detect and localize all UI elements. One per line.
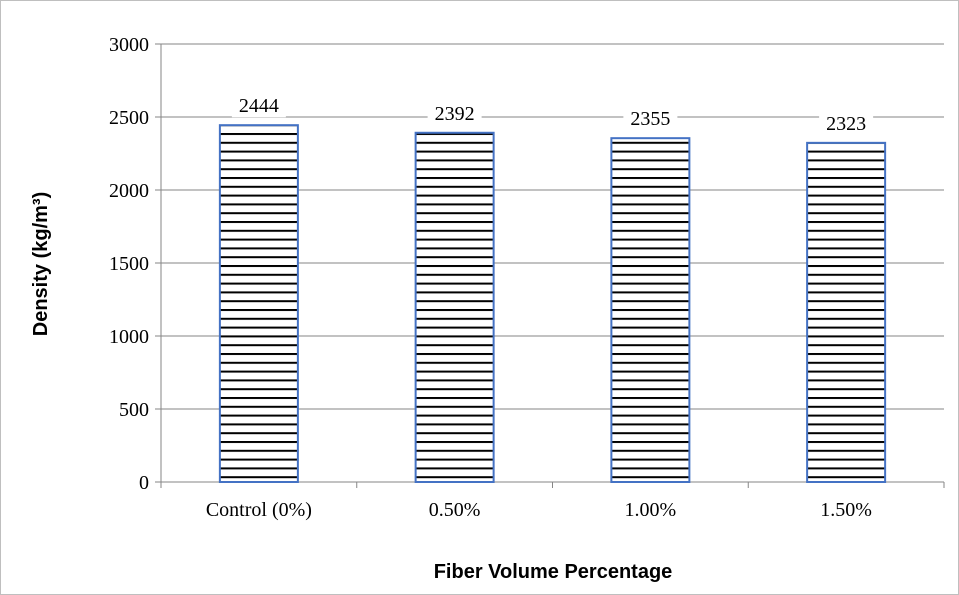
bars <box>218 124 887 484</box>
y-tick-label: 2000 <box>109 180 149 202</box>
y-tick-label: 1500 <box>109 253 149 275</box>
y-axis-title: Density (kg/m³) <box>30 192 52 336</box>
bar <box>218 124 299 484</box>
data-label: 2355 <box>630 108 670 130</box>
x-tick-label: 0.50% <box>429 499 481 521</box>
x-tick-label: 1.50% <box>820 499 872 521</box>
y-tick-label: 1000 <box>109 326 149 348</box>
bar <box>414 131 495 483</box>
data-label: 2444 <box>239 95 279 117</box>
bar <box>806 141 887 483</box>
x-axis-title: Fiber Volume Percentage <box>434 561 673 583</box>
y-tick-label: 3000 <box>109 34 149 56</box>
y-tick-label: 0 <box>139 472 149 494</box>
data-label-background <box>427 100 482 125</box>
x-tick-label: Control (0%) <box>206 499 312 521</box>
y-tick-label: 500 <box>119 399 149 421</box>
data-label-background <box>819 110 874 135</box>
x-tick-label: 1.00% <box>625 499 677 521</box>
bar <box>610 137 691 483</box>
data-label: 2392 <box>435 103 475 125</box>
data-label-background <box>231 93 286 118</box>
data-label-background <box>623 106 678 131</box>
labels: 0 500 1000 1500 2000 2500 3000 2444 Control (0%)… <box>109 34 874 521</box>
data-label: 2323 <box>826 113 866 135</box>
y-tick-label: 2500 <box>109 107 149 129</box>
